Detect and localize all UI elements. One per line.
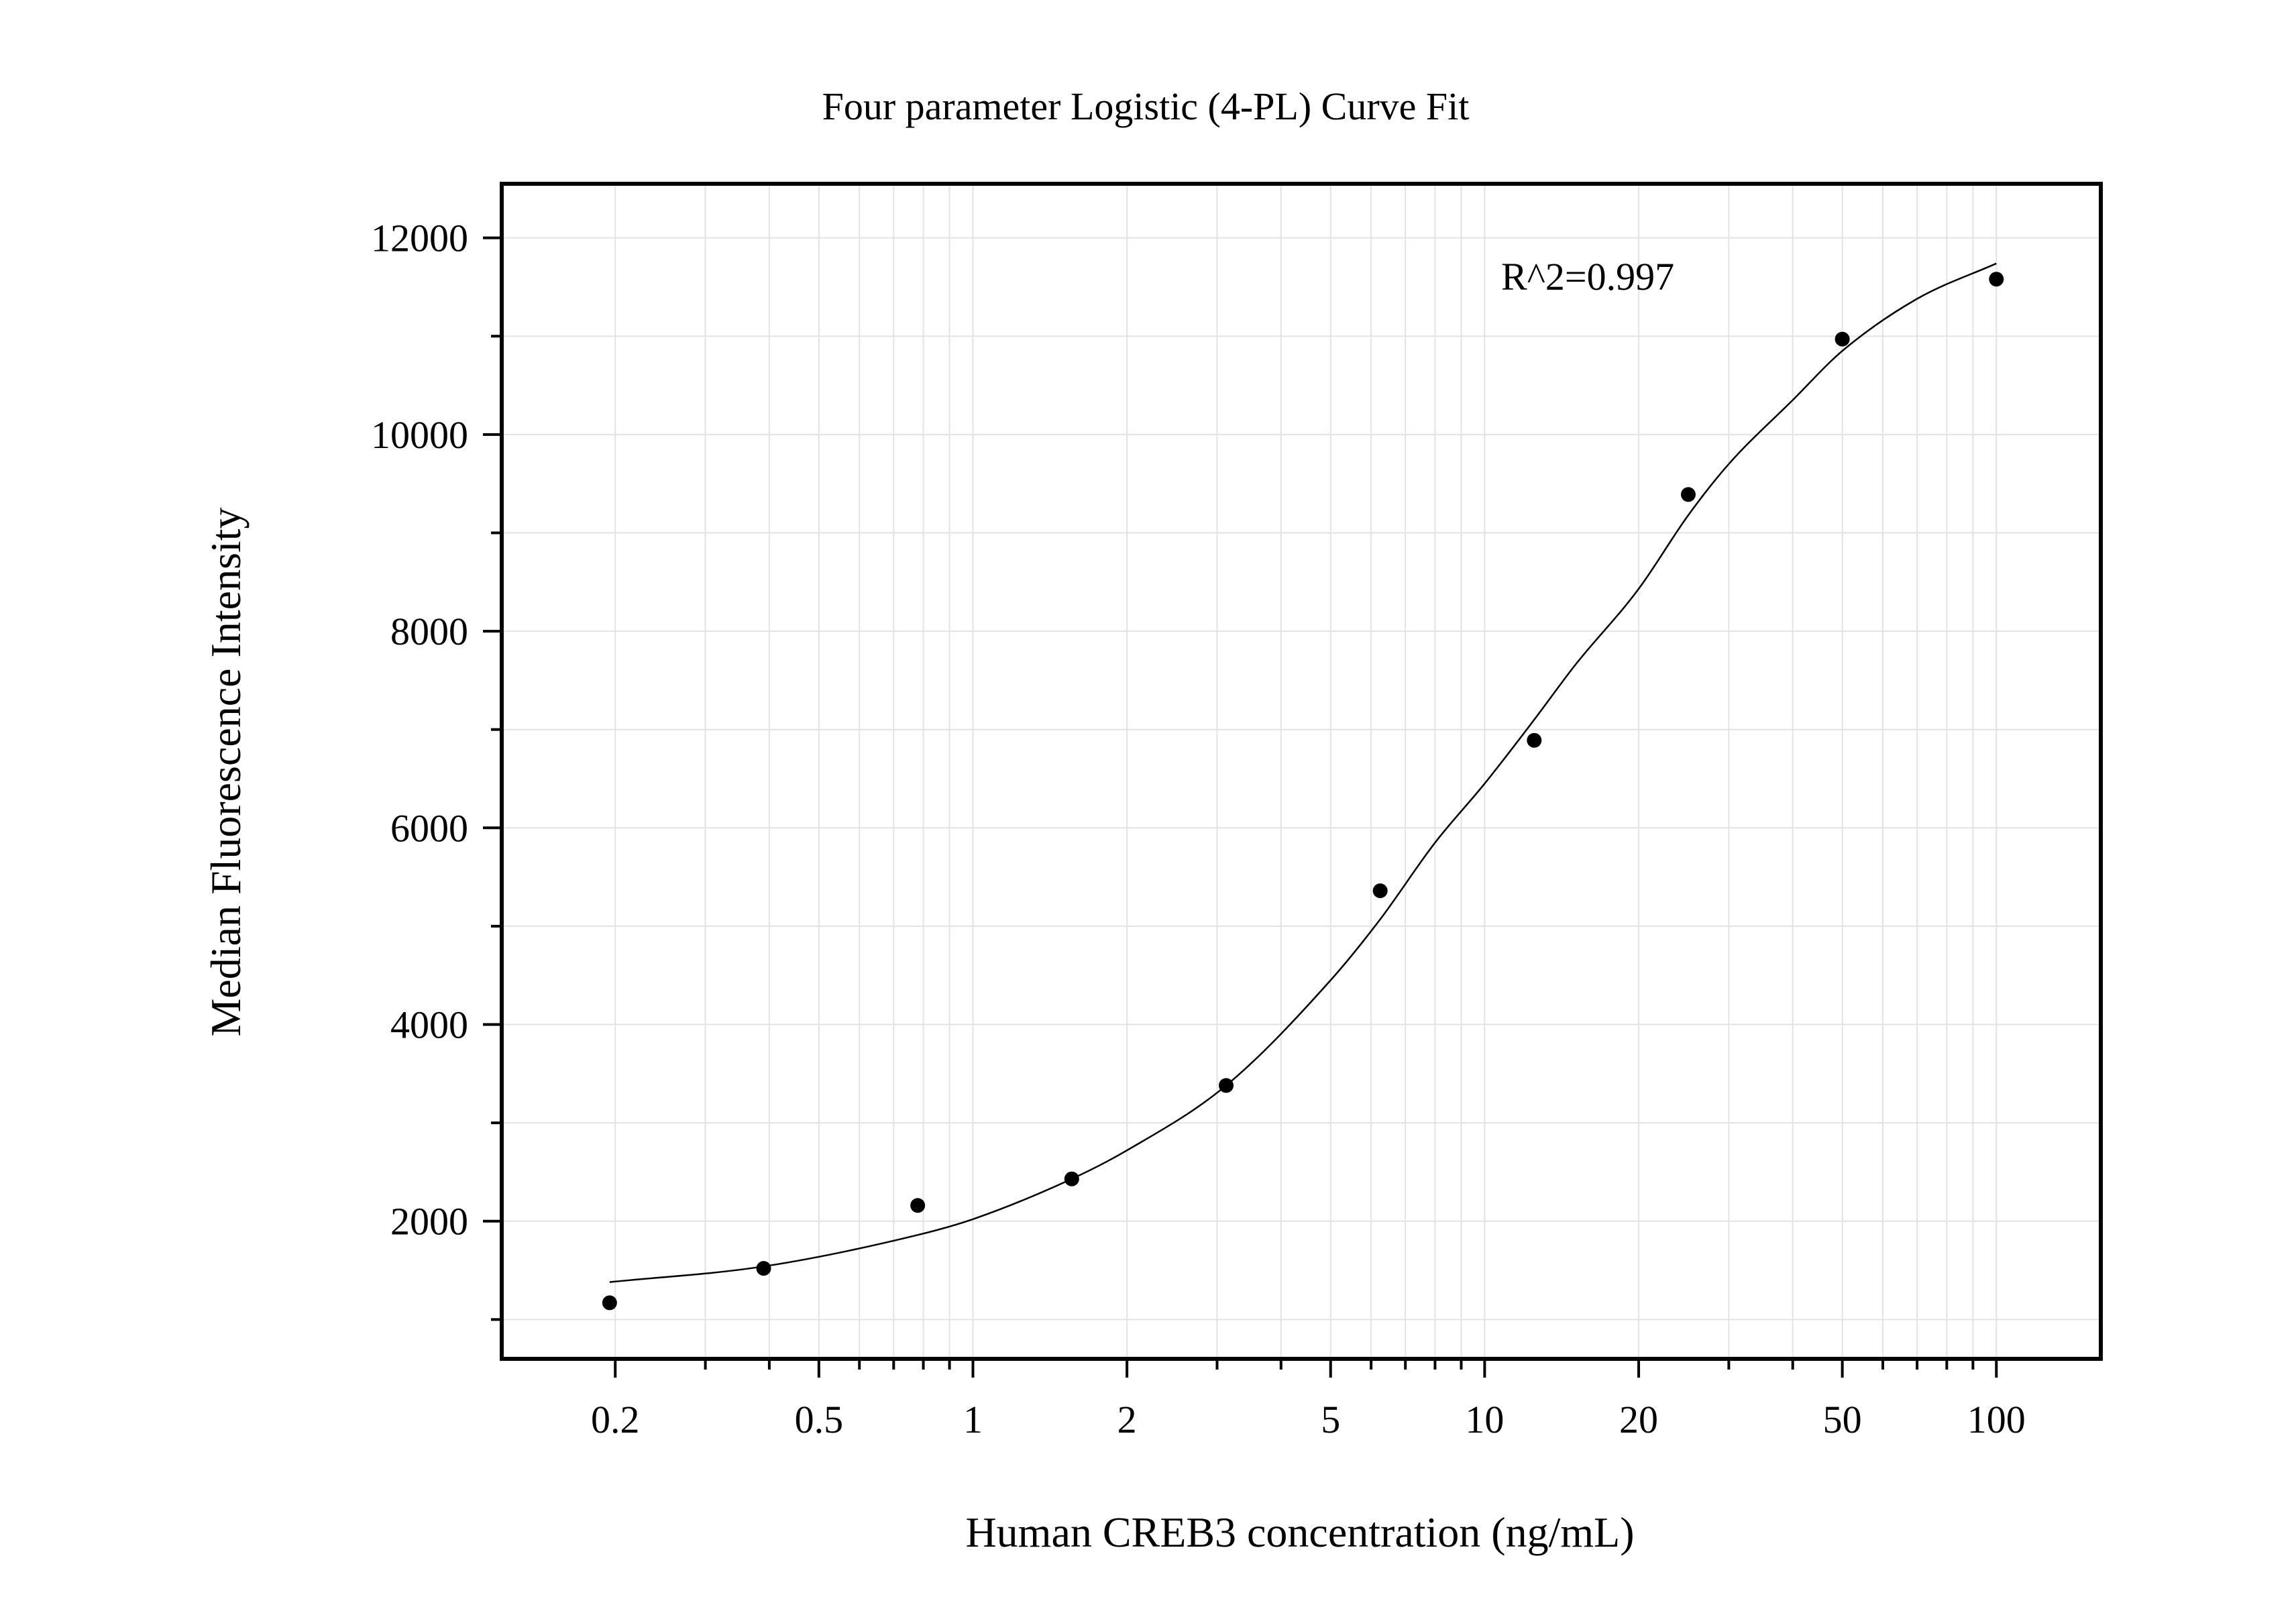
data-point	[602, 1295, 617, 1311]
y-tick-label: 6000	[390, 806, 468, 850]
x-tick-label: 50	[1823, 1398, 1862, 1441]
y-tick-label: 12000	[371, 217, 468, 260]
axis-ticks	[483, 236, 1998, 1378]
x-tick-label: 10	[1465, 1398, 1504, 1441]
x-tick-label: 100	[1967, 1398, 2026, 1441]
x-tick-label: 20	[1619, 1398, 1658, 1441]
x-tick-label: 2	[1117, 1398, 1137, 1441]
data-points	[602, 272, 2004, 1311]
x-tick-label: 5	[1321, 1398, 1340, 1441]
plot-frame	[500, 182, 2103, 1361]
data-point	[1219, 1078, 1234, 1093]
data-point	[1372, 883, 1388, 899]
r-squared-annotation: R^2=0.997	[1501, 255, 1674, 298]
data-point	[1527, 732, 1542, 748]
y-tick-label: 4000	[390, 1003, 468, 1047]
y-axis-label: Median Fluorescence Intensity	[202, 507, 250, 1036]
x-axis-label: Human CREB3 concentration (ng/mL)	[965, 1508, 1634, 1556]
data-point	[756, 1261, 771, 1276]
x-tick-label: 0.2	[591, 1398, 640, 1441]
grid	[502, 184, 2101, 1359]
chart-title: Four parameter Logistic (4-PL) Curve Fit	[822, 85, 1470, 128]
y-tick-label: 10000	[371, 413, 468, 457]
y-tick-label: 2000	[390, 1200, 468, 1243]
data-point	[1835, 331, 1850, 347]
plot-border	[500, 182, 2103, 1361]
tick-labels: 0.2 0.5 1 2 5 10 20 50 100 2000 4000 6000 8000 10000 1…	[371, 217, 2026, 1441]
data-point	[910, 1198, 926, 1213]
y-tick-label: 8000	[390, 610, 468, 653]
x-tick-label: 1	[963, 1398, 983, 1441]
data-point	[1064, 1171, 1079, 1186]
data-point	[1989, 272, 2004, 287]
fit-curve-line	[609, 262, 1997, 1283]
x-tick-label: 0.5	[795, 1398, 844, 1441]
data-point	[1680, 487, 1696, 502]
fit-curve-layer	[609, 262, 1997, 1283]
